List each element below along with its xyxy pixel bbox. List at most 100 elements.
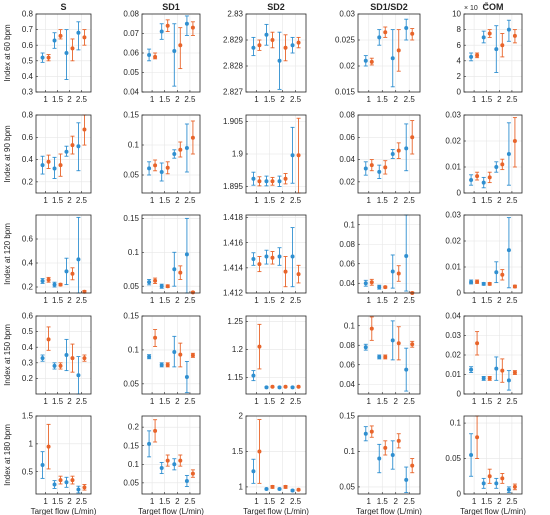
x-tick-label: 1	[254, 296, 259, 305]
data-point	[257, 262, 262, 267]
x-tick-label: 1	[367, 196, 372, 205]
y-tick-label: 0	[457, 390, 462, 399]
y-tick-label: 0.08	[339, 240, 355, 249]
y-tick-label: 1.2	[232, 345, 244, 354]
y-tick-label: 0.06	[339, 259, 355, 268]
x-tick-label: 2.5	[290, 497, 302, 506]
data-point	[296, 40, 301, 45]
data-point	[76, 30, 81, 35]
y-tick-label: 0.08	[123, 10, 139, 19]
y-tick-label: 0.1	[344, 220, 356, 229]
data-point	[506, 27, 511, 32]
x-tick-label: 2	[280, 397, 285, 406]
data-point	[159, 362, 164, 367]
x-tick-label: 1	[472, 196, 477, 205]
plot-area	[36, 115, 91, 193]
x-axis-label: Target flow (L/min)	[460, 507, 526, 515]
y-tick-label: 2.83	[227, 10, 243, 19]
y-tick-label: 0.02	[445, 237, 461, 246]
data-point	[506, 152, 511, 156]
data-point	[469, 178, 474, 182]
plot-area	[358, 14, 420, 92]
data-point	[481, 35, 486, 40]
y-tick-label: 0.01	[445, 370, 461, 379]
data-point	[377, 169, 382, 174]
data-point	[46, 159, 51, 164]
y-tick-label: 0.04	[445, 312, 461, 321]
x-tick-label: 1	[254, 196, 259, 205]
panel-title: SD1	[162, 2, 180, 12]
data-point	[494, 481, 499, 486]
y-exponent-power: -3	[483, 2, 488, 8]
data-point	[147, 166, 152, 171]
axes-frame	[35, 114, 92, 194]
x-tick-label: 1	[150, 196, 155, 205]
x-tick-label: 2	[175, 497, 180, 506]
data-point	[270, 179, 275, 184]
plot-area	[36, 316, 91, 394]
data-point	[290, 43, 295, 48]
data-point	[377, 35, 382, 40]
x-tick-label: 1.5	[481, 196, 493, 205]
data-point	[290, 254, 295, 259]
x-tick-label: 1.5	[159, 296, 171, 305]
data-point	[296, 153, 301, 158]
axes-frame	[35, 13, 92, 93]
data-point	[512, 139, 517, 143]
data-point	[58, 282, 63, 287]
data-point	[475, 341, 480, 346]
y-tick-label: 0.025	[335, 36, 356, 45]
data-point	[251, 469, 256, 474]
data-point	[290, 385, 295, 390]
x-tick-label: 2.5	[404, 296, 416, 305]
y-tick-label: 0.03	[339, 10, 355, 19]
data-point	[500, 476, 505, 481]
y-tick-label: 0.05	[123, 379, 139, 388]
y-tick-label: 0.5	[22, 467, 34, 476]
y-tick-label: 0.08	[339, 341, 355, 350]
plot-area	[246, 14, 306, 92]
data-point	[70, 46, 75, 51]
data-point	[270, 38, 275, 42]
y-tick-label: 0.6	[22, 235, 34, 244]
y-tick-label: 0.04	[339, 380, 355, 389]
axes-frame	[357, 415, 421, 495]
x-tick-label: 1.5	[481, 296, 493, 305]
x-tick-label: 1	[367, 296, 372, 305]
data-point	[251, 45, 256, 50]
x-tick-label: 1.5	[264, 296, 276, 305]
data-point	[410, 463, 415, 468]
x-tick-label: 2	[394, 397, 399, 406]
axes-frame	[141, 315, 201, 395]
data-point	[270, 384, 275, 389]
x-tick-label: 2.5	[404, 95, 416, 104]
plot-area	[36, 14, 91, 92]
data-point	[283, 269, 288, 274]
y-tick-label: 1	[29, 439, 34, 448]
data-point	[487, 281, 492, 286]
x-tick-label: 2.5	[184, 497, 196, 506]
x-tick-label: 1.5	[52, 296, 64, 305]
y-tick-label: 0	[457, 289, 462, 298]
data-point	[500, 368, 505, 373]
x-tick-label: 2	[497, 95, 502, 104]
data-point	[390, 152, 395, 156]
data-point	[153, 335, 158, 340]
y-tick-label: 0.07	[123, 29, 139, 38]
x-tick-label: 2	[67, 397, 72, 406]
x-tick-label: 1.5	[52, 196, 64, 205]
data-point	[396, 271, 401, 276]
y-tick-label: 0.1	[450, 419, 462, 428]
x-tick-label: 1	[43, 196, 48, 205]
y-tick-label: 0.1	[344, 447, 356, 456]
row-label: Index at 120 bpm	[3, 223, 12, 285]
y-tick-label: 1.412	[223, 289, 244, 298]
data-point	[512, 33, 517, 38]
data-point	[178, 458, 183, 463]
plot-area	[464, 115, 522, 193]
x-tick-label: 1.5	[377, 95, 389, 104]
plot-area	[142, 416, 200, 494]
data-point	[270, 255, 275, 260]
data-point	[377, 285, 382, 290]
